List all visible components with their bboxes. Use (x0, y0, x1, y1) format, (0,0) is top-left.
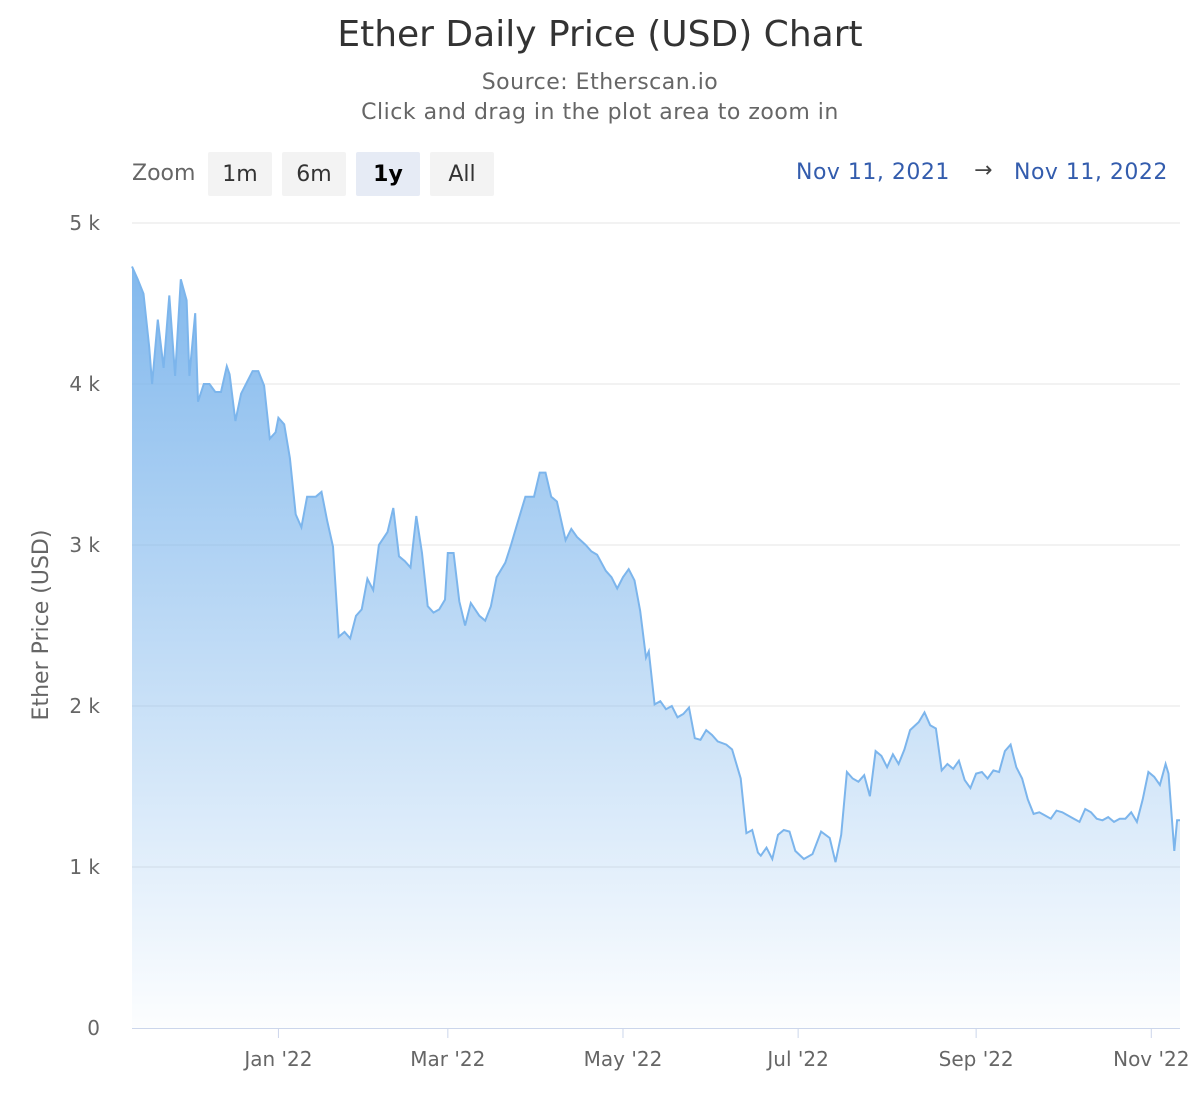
range-arrow-icon: → (974, 158, 993, 183)
price-area (132, 266, 1180, 1028)
y-tick-label: 2 k (69, 694, 100, 718)
zoom-1y-button[interactable]: 1y (356, 152, 420, 196)
zoom-label: Zoom (132, 161, 196, 186)
y-tick-label: 3 k (69, 533, 100, 557)
x-axis-ticks: Jan '22 Mar '22 May '22 Jul '22 Sep '22 Nov '… (242, 1028, 1189, 1071)
y-tick-label: 0 (87, 1016, 100, 1040)
x-tick-label: Nov '22 (1113, 1047, 1189, 1071)
range-from-date[interactable]: Nov 11, 2021 (796, 160, 950, 185)
x-tick-label: Jan '22 (242, 1047, 312, 1071)
price-line (131, 266, 1180, 863)
range-to-date[interactable]: Nov 11, 2022 (1014, 160, 1168, 185)
zoom-all-button[interactable]: All (430, 152, 494, 196)
x-tick-label: Sep '22 (939, 1047, 1014, 1071)
x-tick-label: Mar '22 (410, 1047, 485, 1071)
y-axis-title: Ether Price (USD) (29, 530, 54, 721)
zoom-1m-button[interactable]: 1m (208, 152, 272, 196)
y-tick-label: 1 k (69, 855, 100, 879)
x-tick-label: May '22 (584, 1047, 663, 1071)
y-tick-label: 4 k (69, 372, 100, 396)
chart-subtitle-hint: Click and drag in the plot area to zoom … (361, 100, 839, 125)
chart-subtitle-source: Source: Etherscan.io (481, 70, 719, 95)
x-tick-label: Jul '22 (765, 1047, 828, 1071)
chart-title: Ether Daily Price (USD) Chart (337, 14, 863, 55)
y-tick-label: 5 k (69, 211, 100, 235)
zoom-6m-button[interactable]: 6m (282, 152, 346, 196)
y-axis-ticks: 0 1 k 2 k 3 k 4 k 5 k (69, 211, 100, 1040)
